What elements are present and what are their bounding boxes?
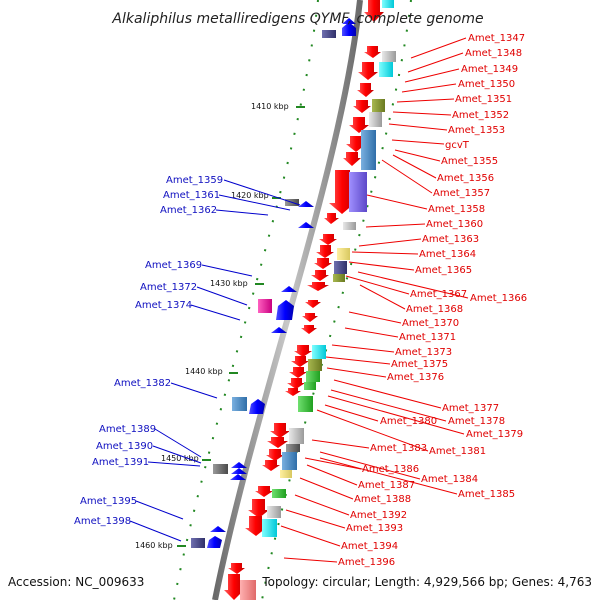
gene-label: Amet_1388 — [354, 494, 411, 505]
gene-label: Amet_1393 — [346, 523, 403, 534]
genome-backbone — [212, 0, 363, 600]
gene-label: Amet_1380 — [380, 416, 437, 427]
gene-label: Amet_1357 — [433, 188, 490, 199]
gene-label: Amet_1358 — [428, 204, 485, 215]
gene-label: Amet_1352 — [452, 110, 509, 121]
gene-label: Amet_1370 — [402, 318, 459, 329]
gene-label: Amet_1365 — [415, 265, 472, 276]
gene-label: Amet_1350 — [458, 79, 515, 90]
gene-label: Amet_1368 — [406, 304, 463, 315]
gene-label: Amet_1353 — [448, 125, 505, 136]
kbp-tick-label: 1450 kbp — [161, 454, 199, 463]
gene-label: Amet_1373 — [395, 347, 452, 358]
kbp-tick-label: 1460 kbp — [135, 541, 173, 550]
gene-label: Amet_1384 — [421, 474, 478, 485]
gene-label: Amet_1363 — [422, 234, 479, 245]
reverse-gene-labels: Amet_1359 Amet_1361 Amet_1362 Amet_1369 … — [74, 175, 223, 527]
reverse-leader-lines — [129, 179, 301, 542]
kbp-tick-label: 1440 kbp — [185, 367, 223, 376]
gene-label: Amet_1376 — [387, 372, 444, 383]
gene-label: Amet_1375 — [391, 359, 448, 370]
gene-label: Amet_1362 — [160, 205, 217, 216]
gene-label: Amet_1351 — [455, 94, 512, 105]
gene-label: Amet_1377 — [442, 403, 499, 414]
gene-label: Amet_1381 — [429, 446, 486, 457]
kbp-tick-label: 1410 kbp — [251, 102, 289, 111]
gene-label: Amet_1372 — [140, 282, 197, 293]
gene-label: Amet_1369 — [145, 260, 202, 271]
gene-label: Amet_1382 — [114, 378, 171, 389]
gene-label: Amet_1367 — [410, 289, 467, 300]
forward-leader-lines — [280, 37, 469, 563]
forward-strand-homologs — [240, 0, 396, 600]
kbp-ticks: 1410 kbp 1420 kbp 1430 kbp 1440 kbp 1450… — [135, 102, 305, 550]
gene-label: Amet_1347 — [468, 33, 525, 44]
gene-label: Amet_1395 — [80, 496, 137, 507]
forward-gene-labels: Amet_1347 Amet_1348 Amet_1349 Amet_1350 … — [338, 33, 527, 568]
kbp-tick-label: 1430 kbp — [210, 279, 248, 288]
gene-label: Amet_1387 — [358, 480, 415, 491]
outer-scale-arc — [261, 0, 412, 600]
kbp-tick-label: 1420 kbp — [231, 191, 269, 200]
gene-label: Amet_1349 — [461, 64, 518, 75]
gene-label: Amet_1364 — [419, 249, 476, 260]
gene-label: Amet_1379 — [466, 429, 523, 440]
gene-label: Amet_1361 — [163, 190, 220, 201]
gene-label: Amet_1386 — [362, 464, 419, 475]
topology-summary: Topology: circular; Length: 4,929,566 bp… — [261, 575, 592, 589]
inner-scale-arc — [173, 0, 319, 600]
accession-label: Accession: NC_009633 — [8, 575, 144, 589]
gene-label: Amet_1392 — [350, 510, 407, 521]
gene-label: Amet_1348 — [465, 48, 522, 59]
gene-label: Amet_1389 — [99, 424, 156, 435]
gene-label: Amet_1383 — [370, 443, 427, 454]
gene-label: Amet_1374 — [135, 300, 192, 311]
gene-label: Amet_1359 — [166, 175, 223, 186]
gene-label: Amet_1371 — [399, 332, 456, 343]
gene-label: Amet_1385 — [458, 489, 515, 500]
gene-label: gcvT — [445, 140, 470, 151]
gene-label: Amet_1378 — [448, 416, 505, 427]
gene-label: Amet_1355 — [441, 156, 498, 167]
gene-label: Amet_1366 — [470, 293, 527, 304]
gene-label: Amet_1356 — [437, 173, 494, 184]
gene-label: Amet_1396 — [338, 557, 395, 568]
gene-label: Amet_1391 — [92, 457, 149, 468]
reverse-strand-genes — [207, 18, 356, 548]
gene-label: Amet_1390 — [96, 441, 153, 452]
gene-label: Amet_1394 — [341, 541, 398, 552]
map-title: Alkaliphilus metalliredigens QYMF, compl… — [111, 11, 483, 27]
gene-label: Amet_1398 — [74, 516, 131, 527]
gene-label: Amet_1360 — [426, 219, 483, 230]
